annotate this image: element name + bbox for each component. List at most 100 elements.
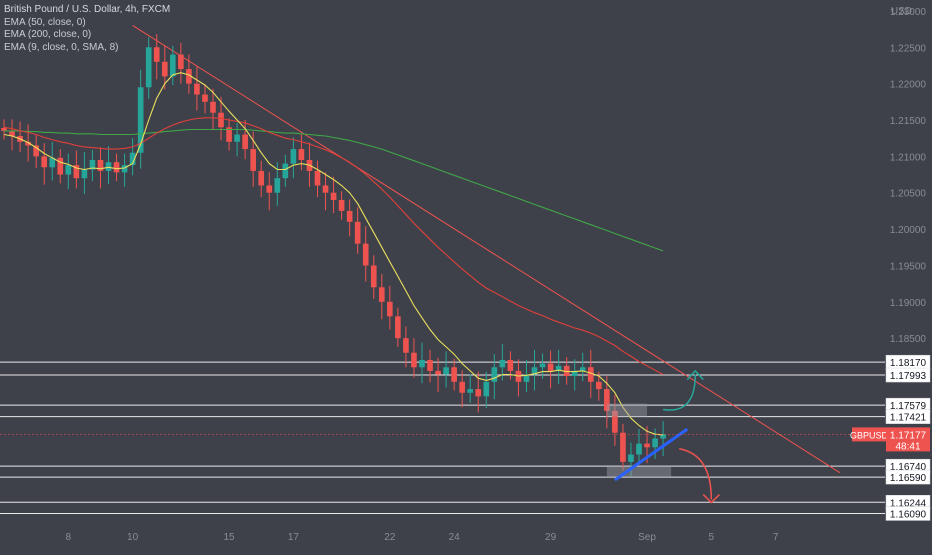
candle-body	[395, 316, 401, 339]
y-tick-label: 1.19500	[890, 261, 927, 272]
candle-body	[298, 149, 305, 160]
candle-body	[579, 367, 586, 371]
candle-body	[378, 287, 385, 302]
candle-body	[322, 185, 329, 193]
candle-body	[137, 87, 144, 153]
candle-body	[234, 134, 240, 142]
candle-body	[499, 360, 506, 368]
candle-body	[330, 192, 337, 200]
candle-body	[97, 160, 104, 171]
candle-body	[194, 83, 200, 95]
candle-body	[145, 47, 152, 88]
candle-body	[250, 149, 257, 171]
indicator-ema200-label[interactable]: EMA (200, close, 0)	[4, 29, 92, 40]
candle-body	[523, 374, 530, 382]
level-label: 1.17579	[890, 401, 927, 412]
bullish-arrow	[662, 374, 697, 411]
countdown-label: 48:41	[895, 441, 920, 452]
candle-body	[161, 61, 168, 77]
candle-body	[644, 443, 650, 448]
x-tick-label: 22	[384, 532, 396, 543]
candle-body	[362, 243, 369, 266]
candle-body	[290, 149, 297, 164]
y-tick-label: 1.23000	[890, 7, 927, 18]
candle-body	[89, 160, 96, 170]
y-tick-label: 1.22000	[890, 80, 927, 91]
candle-body	[467, 389, 474, 393]
level-label-box	[885, 367, 931, 383]
candle-body	[547, 363, 554, 371]
resistance-zone	[606, 403, 648, 417]
level-label: 1.16590	[890, 473, 927, 484]
candle-body	[186, 69, 192, 84]
level-label: 1.16244	[890, 498, 927, 509]
x-tick-label: 5	[709, 532, 715, 543]
level-label-box	[885, 506, 931, 521]
x-tick-label: 24	[449, 532, 461, 543]
last-price-label: 1.17177	[890, 430, 927, 441]
symbol-tag-box	[852, 427, 886, 442]
candle-body	[41, 156, 48, 168]
candle-body	[620, 432, 626, 462]
candle-body	[210, 101, 216, 113]
y-tick-label: 1.22500	[890, 43, 927, 54]
y-tick-label: 1.19000	[890, 298, 927, 309]
candle-body	[169, 54, 176, 77]
candle-body	[483, 381, 490, 397]
candle-body	[660, 434, 666, 439]
symbol-tag: GBPUSD	[850, 430, 889, 440]
candle-body	[113, 162, 120, 173]
y-tick-label: 1.20500	[890, 189, 927, 200]
candle-body	[604, 389, 610, 411]
y-tick-label: 1.21500	[890, 116, 927, 127]
candle-body	[628, 454, 634, 462]
indicator-ema9-label[interactable]: EMA (9, close, 0, SMA, 8)	[4, 41, 119, 53]
x-tick-label: Sep	[638, 532, 656, 543]
candle-body	[33, 145, 39, 157]
candle-body	[226, 127, 232, 142]
candle-body	[370, 265, 377, 288]
chart-title: British Pound / U.S. Dollar, 4h, FXCM	[4, 4, 171, 15]
candle-body	[338, 200, 345, 211]
level-label: 1.18170	[890, 358, 927, 369]
candle-body	[636, 443, 642, 455]
candle-body	[459, 381, 465, 393]
candle-body	[507, 360, 514, 371]
level-label-box	[885, 409, 931, 424]
indicator-ema50-label[interactable]: EMA (50, close, 0)	[4, 16, 86, 28]
candle-body	[314, 170, 321, 186]
x-tick-label: 10	[127, 532, 139, 543]
candle-body	[105, 162, 112, 171]
x-tick-label: 15	[224, 532, 236, 543]
price-tag-box	[886, 427, 930, 452]
x-tick-label: 8	[66, 532, 72, 543]
candle-body	[563, 365, 570, 376]
x-axis: 8 10 15 17 22 24 29 Sep 5 7	[66, 532, 779, 543]
bearish-arrow	[679, 447, 713, 500]
y-tick-label: 1.18500	[890, 334, 927, 345]
candle-body	[258, 170, 265, 186]
ascending-support-line	[614, 427, 689, 482]
candle-body	[65, 165, 72, 175]
level-label: 1.17421	[890, 413, 927, 424]
candle-body	[491, 367, 498, 382]
candle-body	[49, 157, 56, 168]
candle-body	[242, 134, 248, 150]
candle-body	[419, 360, 425, 368]
candle-body	[571, 370, 578, 376]
bullish-arrow-head	[686, 369, 704, 381]
candle-body	[1, 128, 7, 131]
candle-body	[555, 365, 562, 371]
y-tick-label: 1.20000	[890, 225, 927, 236]
candle-body	[129, 152, 136, 166]
candle-body	[9, 130, 15, 136]
candle-body	[531, 367, 538, 375]
candle-body	[435, 370, 441, 375]
candle-body	[539, 363, 546, 368]
support-zone	[606, 466, 672, 478]
currency-label: USD	[891, 6, 912, 17]
candle-body	[57, 157, 64, 175]
